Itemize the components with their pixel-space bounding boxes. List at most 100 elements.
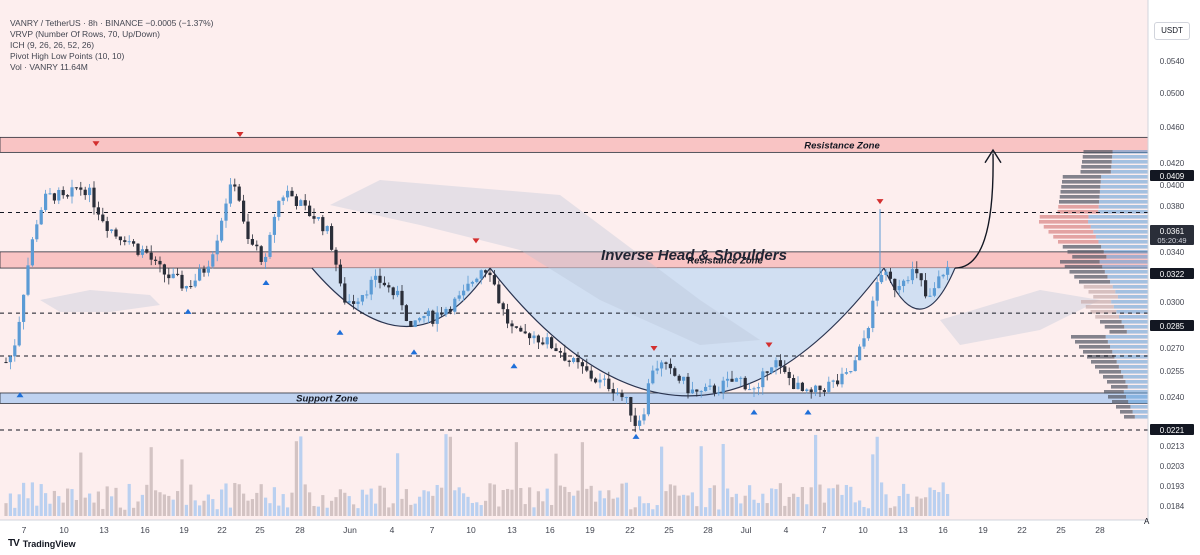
candle-body: [607, 378, 611, 390]
currency-button[interactable]: USDT: [1154, 22, 1190, 40]
vrvp-up-bar: [1116, 360, 1148, 364]
volume-bar: [616, 497, 620, 516]
vrvp-up-bar: [1098, 205, 1148, 209]
vrvp-down-bar: [1064, 265, 1103, 269]
pivot-high-3: [650, 345, 658, 351]
legend-ichimoku[interactable]: ICH (9, 26, 26, 52, 26): [10, 40, 95, 50]
vrvp-up-bar: [1130, 405, 1148, 409]
pivot-markers: [16, 131, 884, 439]
volume-bar: [792, 493, 796, 516]
candle-body: [92, 187, 96, 208]
time-tick-label: 19: [179, 525, 189, 535]
candle-body: [470, 281, 474, 284]
volume-bar: [770, 488, 774, 516]
candle-body: [391, 287, 395, 296]
pattern-label: Inverse Head & Shoulders: [601, 247, 787, 264]
candle-body: [910, 269, 914, 281]
price-label-box[interactable]: [1150, 268, 1194, 279]
volume-bar: [114, 487, 118, 516]
volume-bar: [906, 493, 910, 516]
volume-bar: [602, 498, 606, 516]
volume-bar: [629, 509, 633, 516]
vrvp-up-bar: [1090, 225, 1148, 229]
volume-bar: [761, 493, 765, 516]
time-tick-label: 16: [938, 525, 948, 535]
candle-body: [281, 197, 285, 201]
candle-body: [57, 189, 61, 201]
vrvp-down-bar: [1082, 160, 1112, 164]
volume-bar: [242, 493, 246, 516]
candle-body: [778, 360, 782, 367]
legend-pivots[interactable]: Pivot High Low Points (10, 10): [10, 51, 125, 61]
volume-bar: [668, 484, 672, 516]
vrvp-down-bar: [1057, 210, 1099, 214]
candle-body: [83, 189, 87, 196]
volume-bar: [404, 489, 408, 516]
zone-label-1: Resistance Zone: [687, 255, 763, 266]
volume-bar: [717, 509, 721, 516]
candle-body: [937, 276, 941, 289]
volume-bar: [347, 496, 351, 516]
candle-body: [928, 295, 932, 297]
volume-bar: [132, 507, 136, 516]
volume-bar: [642, 503, 646, 516]
legend-vrvp[interactable]: VRVP (Number Of Rows, 70, Up/Down): [10, 29, 160, 39]
head-arc: [489, 267, 885, 397]
candle-body: [756, 387, 760, 389]
candle-body: [501, 303, 505, 310]
volume-bar: [88, 493, 92, 516]
candle-body: [308, 205, 312, 217]
auto-scale-button[interactable]: A: [1144, 517, 1150, 526]
candle-body: [426, 310, 430, 317]
vrvp-up-bar: [1110, 345, 1148, 349]
tradingview-logo[interactable]: TV TradingView: [8, 538, 76, 549]
volume-bar: [655, 505, 659, 516]
time-tick-label: 19: [585, 525, 595, 535]
zone-0[interactable]: [0, 136, 1149, 153]
price-tick-label: 0.0255: [1160, 367, 1185, 376]
volume-bar: [198, 505, 202, 516]
zone-2[interactable]: [0, 392, 1149, 404]
candle-body: [277, 200, 281, 217]
vrvp-up-bar: [1116, 310, 1148, 314]
vrvp-down-bar: [1083, 285, 1113, 289]
candle-body: [334, 249, 338, 265]
volume-bar: [312, 505, 316, 516]
price-label-box[interactable]: [1150, 170, 1194, 181]
volume-bar: [910, 507, 914, 516]
candle-body: [541, 342, 545, 345]
candle-body: [726, 378, 730, 381]
legend-volume[interactable]: Vol · VANRY 11.64M: [10, 62, 88, 72]
candle-body: [404, 305, 408, 321]
price-label-text: 0.0361: [1160, 227, 1185, 236]
candle-body: [435, 312, 439, 324]
price-label-box[interactable]: [1150, 320, 1194, 331]
vrvp-down-bar: [1062, 180, 1101, 184]
volume-bar: [105, 486, 109, 516]
price-tick-label: 0.0184: [1160, 502, 1185, 511]
price-label-box[interactable]: [1150, 225, 1194, 245]
candle-body: [321, 217, 325, 232]
candle-body: [48, 193, 52, 195]
volume-bar: [831, 488, 835, 516]
volume-bar: [39, 484, 43, 516]
vrvp-up-bar: [1117, 295, 1148, 299]
candle-body: [818, 385, 822, 391]
time-tick-label: 7: [22, 525, 27, 535]
candle-body: [695, 389, 699, 392]
candle-body: [382, 282, 386, 286]
candle-body: [871, 300, 875, 329]
candle-body: [233, 184, 237, 187]
candle-body: [479, 270, 483, 279]
volume-bar: [884, 494, 888, 516]
price-label-box[interactable]: [1150, 424, 1194, 435]
legend-symbol[interactable]: VANRY / TetherUS · 8h · BINANCE −0.0005 …: [10, 18, 214, 28]
vrvp-up-bar: [1107, 275, 1148, 279]
volume-bar: [233, 482, 237, 516]
candle-body: [545, 337, 549, 345]
candle-body: [162, 264, 166, 275]
volume-bar: [44, 493, 48, 516]
candle-body: [290, 190, 294, 197]
candle-body: [638, 420, 642, 426]
